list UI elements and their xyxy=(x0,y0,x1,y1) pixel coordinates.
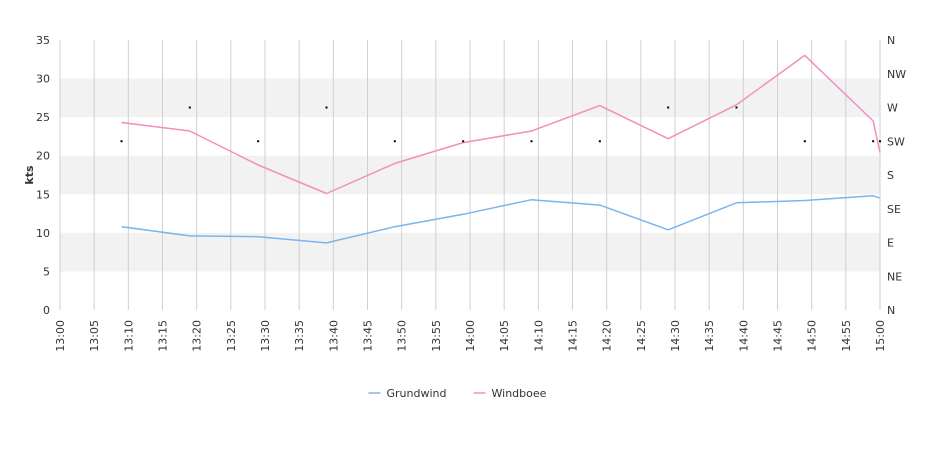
direction-point xyxy=(803,140,806,143)
x-axis-ticks: 13:00 13:05 13:10 13:15 13:20 13:25 13:30 13:35… xyxy=(54,320,887,352)
y2-tick-label: NE xyxy=(887,270,902,283)
y-tick-label: 15 xyxy=(36,188,50,201)
direction-point xyxy=(735,106,738,109)
direction-point xyxy=(393,140,396,143)
direction-point xyxy=(462,140,465,143)
y-tick-label: 30 xyxy=(36,73,50,86)
legend-label-grundwind: Grundwind xyxy=(387,387,447,400)
direction-point xyxy=(598,140,601,143)
x-tick-label: 14:20 xyxy=(601,320,614,352)
y2-tick-label: NW xyxy=(887,68,906,81)
x-tick-label: 14:45 xyxy=(772,320,785,352)
legend: Grundwind Windboee xyxy=(368,387,547,400)
x-tick-label: 13:45 xyxy=(362,320,375,352)
y2-tick-label: SW xyxy=(887,135,905,148)
x-tick-label: 14:00 xyxy=(464,320,477,352)
x-tick-label: 15:00 xyxy=(874,320,887,352)
x-tick-label: 13:55 xyxy=(430,320,443,352)
x-tick-label: 13:15 xyxy=(157,320,170,352)
y2-tick-label: N xyxy=(887,304,895,317)
x-tick-label: 13:25 xyxy=(225,320,238,352)
y-axis-ticks: 0 5 10 15 20 25 30 35 xyxy=(36,34,50,317)
x-tick-label: 14:25 xyxy=(635,320,648,352)
direction-point xyxy=(257,140,260,143)
y-tick-label: 25 xyxy=(36,111,50,124)
direction-markers xyxy=(120,106,881,143)
direction-point xyxy=(325,106,328,109)
x-tick-label: 14:50 xyxy=(806,320,819,352)
x-tick-label: 13:20 xyxy=(191,320,204,352)
direction-point xyxy=(530,140,533,143)
y2-axis-ticks: N NE E SE S SW W NW N xyxy=(887,34,906,317)
y-axis-title: kts xyxy=(23,165,36,185)
y2-tick-label: S xyxy=(887,169,894,182)
x-tick-label: 13:10 xyxy=(122,320,135,352)
x-tick-label: 14:30 xyxy=(669,320,682,352)
x-tick-label: 14:40 xyxy=(737,320,750,352)
x-tick-label: 13:05 xyxy=(88,320,101,352)
x-tick-label: 14:55 xyxy=(840,320,853,352)
direction-point xyxy=(188,106,191,109)
x-tick-label: 13:35 xyxy=(293,320,306,352)
y-tick-label: 20 xyxy=(36,150,50,163)
y-tick-label: 0 xyxy=(43,304,50,317)
x-tick-label: 14:15 xyxy=(567,320,580,352)
x-tick-label: 14:35 xyxy=(703,320,716,352)
y2-tick-label: SE xyxy=(887,203,901,216)
series-line-grundwind xyxy=(121,195,881,244)
direction-point xyxy=(667,106,670,109)
y-tick-label: 5 xyxy=(43,265,50,278)
legend-label-windboee: Windboee xyxy=(492,387,547,400)
x-tick-label: 13:00 xyxy=(54,320,67,352)
grid-lines xyxy=(59,40,881,310)
y-tick-label: 35 xyxy=(36,34,50,47)
y-tick-label: 10 xyxy=(36,227,50,240)
x-tick-label: 13:30 xyxy=(259,320,272,352)
direction-point xyxy=(879,140,881,143)
series-line-windboee xyxy=(121,54,881,195)
x-tick-label: 13:50 xyxy=(396,320,409,352)
y2-tick-label: N xyxy=(887,34,895,47)
x-tick-label: 14:05 xyxy=(498,320,511,352)
x-tick-label: 13:40 xyxy=(327,320,340,352)
y2-tick-label: E xyxy=(887,237,894,250)
y2-tick-label: W xyxy=(887,102,898,115)
x-tick-label: 14:10 xyxy=(532,320,545,352)
series-lines xyxy=(121,54,881,244)
direction-point xyxy=(120,140,123,143)
direction-point xyxy=(872,140,875,143)
